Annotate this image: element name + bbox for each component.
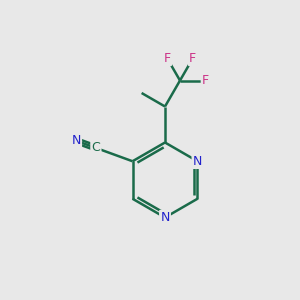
Text: N: N [71,134,81,147]
Text: C: C [92,141,100,154]
Text: F: F [189,52,196,65]
Text: F: F [202,74,209,87]
Text: N: N [193,155,202,168]
Text: F: F [164,52,171,65]
Text: N: N [160,211,170,224]
